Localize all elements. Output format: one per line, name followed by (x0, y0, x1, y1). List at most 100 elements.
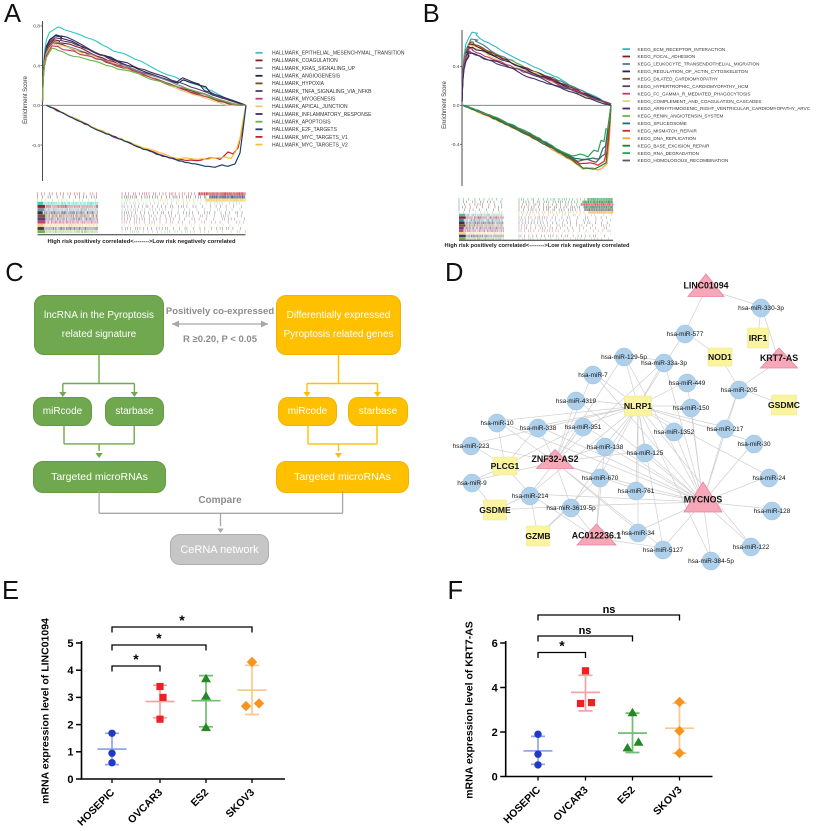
svg-text:2: 2 (67, 719, 73, 731)
svg-text:hsa-miR-384-5p: hsa-miR-384-5p (688, 558, 734, 565)
svg-text:Enrichment Score: Enrichment Score (23, 75, 29, 123)
svg-text:HALLMARK_MYOGENESIS: HALLMARK_MYOGENESIS (272, 97, 336, 103)
svg-text:Enrichment Score: Enrichment Score (442, 80, 448, 128)
svg-text:KEGG_SPLICEOSOME: KEGG_SPLICEOSOME (638, 121, 687, 126)
svg-text:AC012236.1: AC012236.1 (572, 531, 622, 541)
svg-text:KRT7-AS: KRT7-AS (760, 353, 798, 363)
svg-text:hsa-miR-330-3p: hsa-miR-330-3p (738, 305, 784, 312)
svg-text:hsa-miR-338: hsa-miR-338 (520, 425, 557, 432)
svg-text:hsa-miR-670: hsa-miR-670 (582, 475, 619, 482)
svg-text:KEGG_RNA_DEGRADATION: KEGG_RNA_DEGRADATION (638, 151, 699, 156)
svg-text:KEGG_FC_GAMMA_R_MEDIATED_PHAGO: KEGG_FC_GAMMA_R_MEDIATED_PHAGOCYTOSIS (638, 91, 751, 96)
svg-text:KEGG_ECM_RECEPTOR_INTERACTION: KEGG_ECM_RECEPTOR_INTERACTION (638, 47, 726, 52)
svg-text:*: * (156, 630, 162, 646)
svg-text:HALLMARK_APICAL_JUNCTION: HALLMARK_APICAL_JUNCTION (272, 104, 348, 110)
svg-text:KEGG_DILATED_CARDIOMYOPATHY: KEGG_DILATED_CARDIOMYOPATHY (638, 77, 718, 82)
svg-text:KEGG_HYPERTROPHIC_CARDIOMYOPAT: KEGG_HYPERTROPHIC_CARDIOMYOPATHY_HCM (638, 84, 749, 89)
svg-text:KEGG_FOCAL_ADHESION: KEGG_FOCAL_ADHESION (638, 54, 696, 59)
svg-text:HALLMARK_INFLAMMATORY_RESPONSE: HALLMARK_INFLAMMATORY_RESPONSE (272, 112, 372, 118)
svg-text:KEGG_MISMATCH_REPAIR: KEGG_MISMATCH_REPAIR (638, 129, 698, 134)
svg-text:hsa-miR-4319: hsa-miR-4319 (556, 398, 597, 405)
svg-text:HALLMARK_ANGIOGENESIS: HALLMARK_ANGIOGENESIS (272, 74, 341, 80)
svg-text:hsa-miR-205: hsa-miR-205 (721, 387, 758, 394)
svg-text:HOSEPIC: HOSEPIC (75, 786, 117, 828)
svg-text:ZNF32-AS2: ZNF32-AS2 (532, 454, 579, 464)
svg-text:hsa-miR-128: hsa-miR-128 (754, 508, 791, 515)
svg-text:HOSEPIC: HOSEPIC (501, 784, 543, 826)
svg-text:hsa-miR-30: hsa-miR-30 (737, 441, 770, 448)
svg-text:4: 4 (492, 682, 499, 694)
svg-text:High risk positively correlate: High risk positively correlated<--------… (445, 243, 630, 249)
svg-text:hsa-miR-10: hsa-miR-10 (480, 420, 513, 427)
svg-text:HALLMARK_MYC_TARGETS_V2: HALLMARK_MYC_TARGETS_V2 (272, 142, 348, 148)
svg-text:hsa-miR-217: hsa-miR-217 (707, 426, 744, 433)
svg-text:NLRP1: NLRP1 (624, 401, 652, 411)
svg-text:NOD1: NOD1 (708, 352, 732, 362)
svg-text:5: 5 (67, 638, 73, 650)
svg-text:GSDME: GSDME (479, 505, 511, 515)
svg-text:KEGG_ARRHYTHMOGENIC_RIGHT_VENT: KEGG_ARRHYTHMOGENIC_RIGHT_VENTRICULAR_CA… (638, 106, 811, 111)
svg-text:hsa-miR-34: hsa-miR-34 (621, 530, 654, 537)
svg-text:-0.4: -0.4 (32, 143, 41, 149)
svg-text:HALLMARK_COAGULATION: HALLMARK_COAGULATION (272, 58, 338, 64)
svg-text:HALLMARK_EPITHELIAL_MESENCHYMA: HALLMARK_EPITHELIAL_MESENCHYMAL_TRANSITI… (272, 51, 405, 57)
svg-text:hsa-miR-3619-5p: hsa-miR-3619-5p (546, 505, 596, 512)
svg-text:hsa-miR-214: hsa-miR-214 (512, 493, 549, 500)
svg-text:OVCAR3: OVCAR3 (126, 787, 166, 827)
svg-text:ns: ns (603, 604, 616, 616)
svg-text:hsa-miR-122: hsa-miR-122 (733, 544, 770, 551)
svg-text:hsa-miR-138: hsa-miR-138 (587, 444, 624, 451)
svg-text:GSDMC: GSDMC (768, 400, 800, 410)
svg-text:mRNA expression level of LINC0: mRNA expression level of LINC01094 (40, 618, 52, 804)
svg-text:*: * (179, 612, 185, 628)
svg-text:hsa-miR-351: hsa-miR-351 (565, 424, 602, 431)
svg-text:0.4: 0.4 (453, 64, 460, 70)
svg-text:mRNA expression level of KRT7-: mRNA expression level of KRT7-AS (464, 621, 476, 799)
svg-text:0.4: 0.4 (33, 63, 40, 69)
svg-text:KEGG_HOMOLOGOUS_RECOMBINATION: KEGG_HOMOLOGOUS_RECOMBINATION (638, 158, 729, 163)
svg-text:hsa-miR-577: hsa-miR-577 (667, 331, 704, 338)
svg-text:0.8: 0.8 (33, 24, 40, 30)
svg-text:hsa-miR-5127: hsa-miR-5127 (643, 547, 684, 554)
svg-text:SKOV3: SKOV3 (223, 787, 257, 821)
svg-text:1: 1 (67, 747, 73, 759)
svg-text:hsa-miR-9: hsa-miR-9 (457, 480, 487, 487)
svg-text:ES2: ES2 (189, 787, 212, 810)
svg-text:HALLMARK_MYC_TARGETS_V1: HALLMARK_MYC_TARGETS_V1 (272, 135, 348, 141)
svg-text:KEGG_BASE_EXCISION_REPAIR: KEGG_BASE_EXCISION_REPAIR (638, 143, 711, 148)
svg-text:0: 0 (67, 774, 73, 786)
svg-text:ns: ns (579, 625, 592, 637)
svg-text:SKOV3: SKOV3 (651, 784, 685, 818)
svg-text:KEGG_LEUKOCYTE_TRANSENDOTHELIA: KEGG_LEUKOCYTE_TRANSENDOTHELIAL_MIGRATIO… (638, 62, 760, 67)
svg-text:-0.4: -0.4 (451, 142, 460, 148)
svg-text:hsa-miR-761: hsa-miR-761 (618, 488, 655, 495)
svg-text:HALLMARK_APOPTOSIS: HALLMARK_APOPTOSIS (272, 120, 331, 126)
svg-text:HALLMARK_E2F_TARGETS: HALLMARK_E2F_TARGETS (272, 127, 338, 133)
svg-text:PLCG1: PLCG1 (491, 461, 520, 471)
svg-text:4: 4 (67, 665, 74, 677)
svg-text:3: 3 (67, 692, 73, 704)
svg-text:MYCNOS: MYCNOS (684, 495, 723, 505)
svg-text:HALLMARK_HYPOXIA: HALLMARK_HYPOXIA (272, 81, 325, 87)
svg-text:*: * (133, 651, 139, 667)
svg-text:6: 6 (492, 638, 498, 650)
svg-text:KEGG_COMPLEMENT_AND_COAGULATIO: KEGG_COMPLEMENT_AND_COAGULATION_CASCADES (638, 99, 762, 104)
svg-text:hsa-miR-449: hsa-miR-449 (669, 380, 706, 387)
svg-text:2: 2 (492, 727, 498, 739)
svg-text:hsa-miR-1352: hsa-miR-1352 (654, 429, 695, 436)
svg-text:hsa-miR-223: hsa-miR-223 (453, 443, 490, 450)
svg-text:hsa-miR-129-5p: hsa-miR-129-5p (601, 354, 647, 361)
svg-text:KEGG_REGULATION_OF_ACTIN_CYTOS: KEGG_REGULATION_OF_ACTIN_CYTOSKELETON (638, 69, 748, 74)
svg-text:ES2: ES2 (615, 784, 638, 807)
svg-text:HALLMARK_KRAS_SIGNALING_UP: HALLMARK_KRAS_SIGNALING_UP (272, 66, 356, 72)
svg-text:KEGG_DNA_REPLICATION: KEGG_DNA_REPLICATION (638, 136, 696, 141)
svg-text:hsa-miR-33a-3p: hsa-miR-33a-3p (641, 360, 687, 367)
svg-text:IRF1: IRF1 (749, 333, 768, 343)
svg-text:LINC01094: LINC01094 (684, 281, 729, 291)
svg-text:hsa-miR-24: hsa-miR-24 (752, 475, 785, 482)
svg-text:KEGG_RENIN_ANGIOTENSIN_SYSTEM: KEGG_RENIN_ANGIOTENSIN_SYSTEM (638, 114, 724, 119)
svg-text:OVCAR3: OVCAR3 (551, 784, 591, 824)
svg-text:HALLMARK_TNFA_SIGNALING_VIA_NF: HALLMARK_TNFA_SIGNALING_VIA_NFKB (272, 89, 372, 95)
svg-text:hsa-miR-125: hsa-miR-125 (627, 450, 664, 457)
svg-text:0: 0 (492, 771, 498, 783)
